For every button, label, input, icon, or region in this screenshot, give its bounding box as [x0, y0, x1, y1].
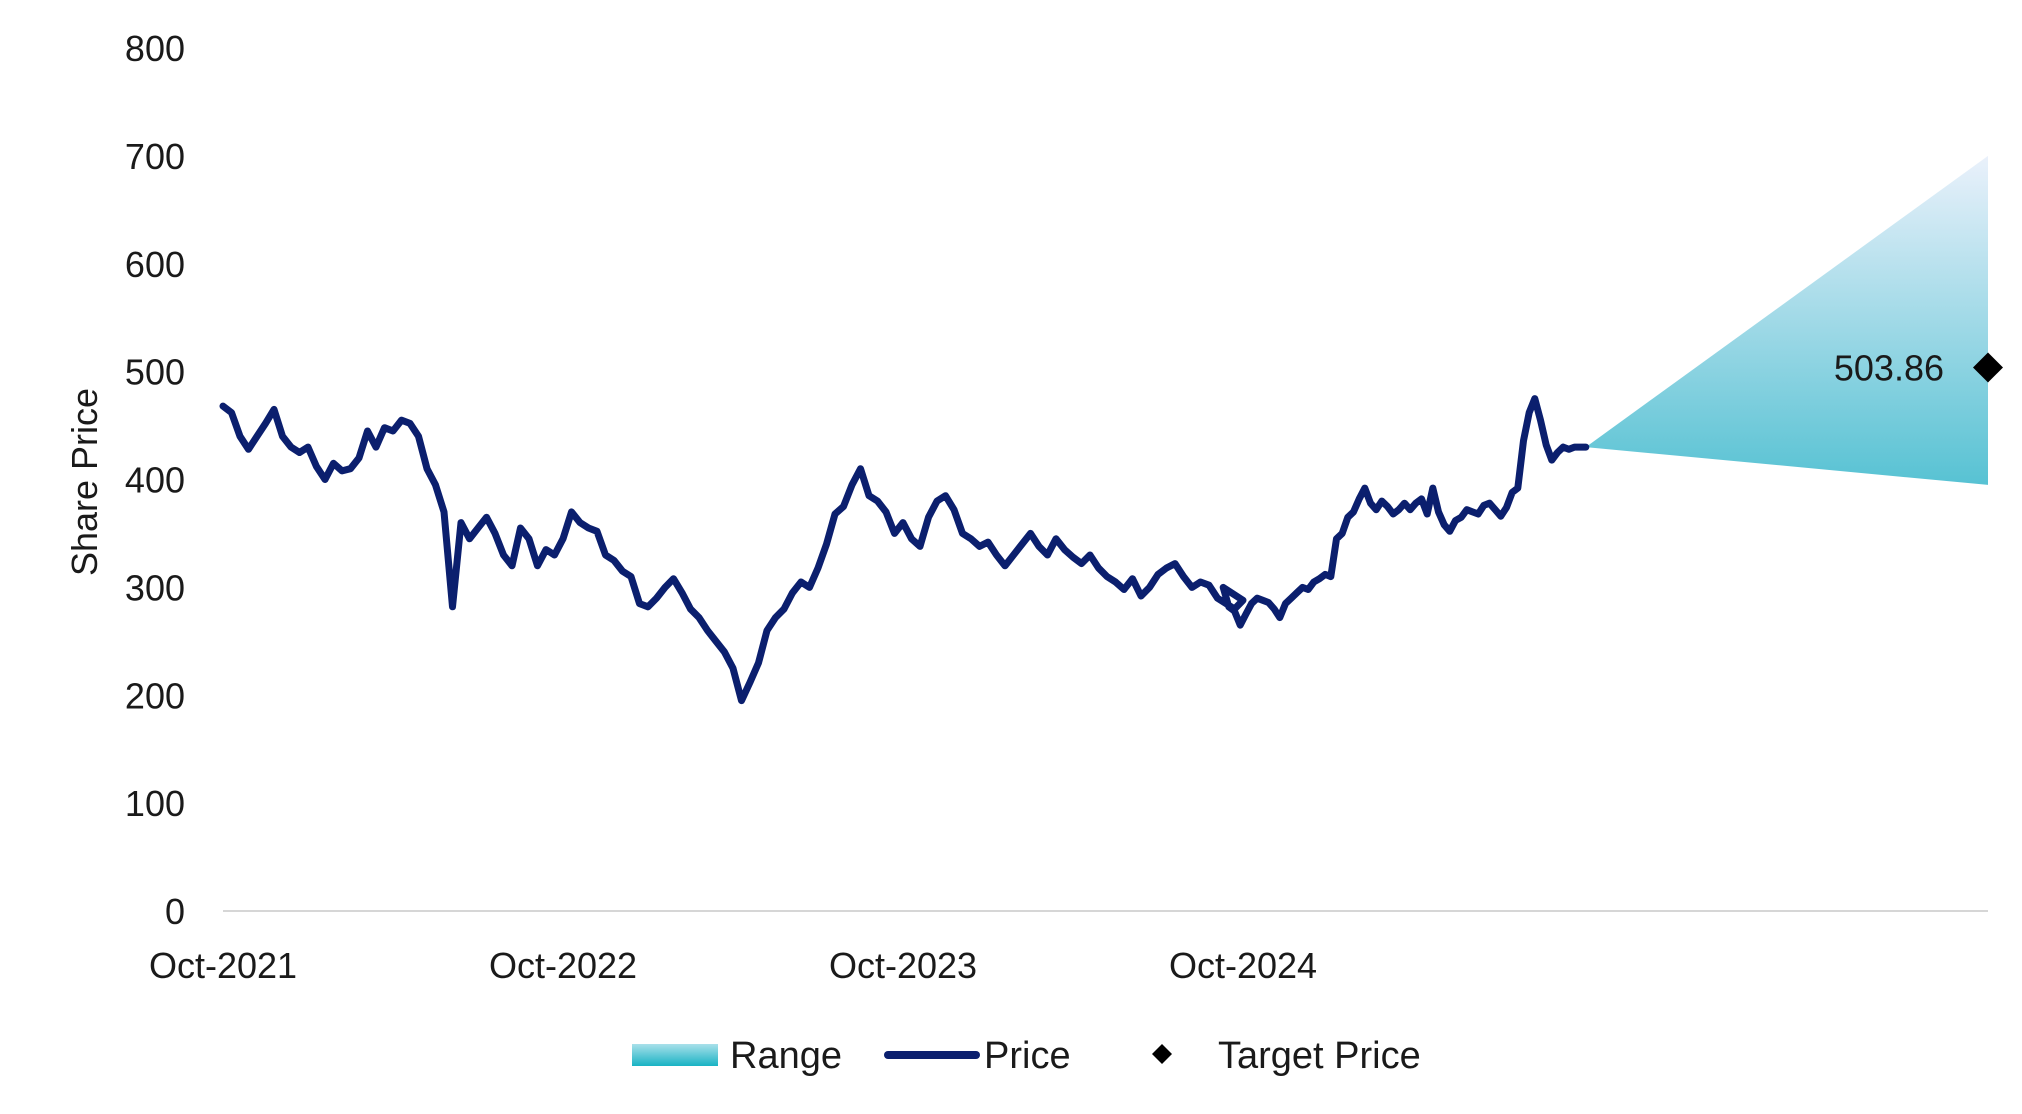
target-price-marker: [1973, 352, 2003, 383]
range-area: [1585, 155, 1988, 485]
price-series-line: [219, 395, 1590, 705]
y-tick-label: 400: [125, 460, 185, 501]
legend-range-label: Range: [730, 1035, 842, 1077]
y-axis: 0 100 200 300 400 500 600 700 800: [125, 28, 185, 932]
y-tick-label: 500: [125, 352, 185, 393]
y-tick-label: 100: [125, 783, 185, 824]
x-axis: Oct-2021 Oct-2022 Oct-2023 Oct-2024: [149, 910, 1988, 986]
y-tick-label: 200: [125, 675, 185, 716]
y-tick-label: 300: [125, 567, 185, 608]
x-tick-label: Oct-2024: [1169, 945, 1317, 986]
target-price-label: 503.86: [1834, 347, 1944, 388]
legend-target-label: Target Price: [1218, 1035, 1421, 1077]
x-tick-label: Oct-2022: [489, 945, 637, 986]
y-tick-label: 800: [125, 28, 185, 69]
legend-target-swatch: [1152, 1044, 1172, 1064]
legend-range-swatch: [632, 1044, 718, 1066]
x-tick-label: Oct-2021: [149, 945, 297, 986]
y-tick-label: 600: [125, 244, 185, 285]
legend-price-label: Price: [984, 1035, 1071, 1077]
y-axis-title: Share Price: [64, 388, 105, 576]
legend: Range Price Target Price: [632, 1035, 1421, 1077]
y-tick-label: 700: [125, 136, 185, 177]
y-tick-label: 0: [165, 891, 185, 932]
x-tick-label: Oct-2023: [829, 945, 977, 986]
